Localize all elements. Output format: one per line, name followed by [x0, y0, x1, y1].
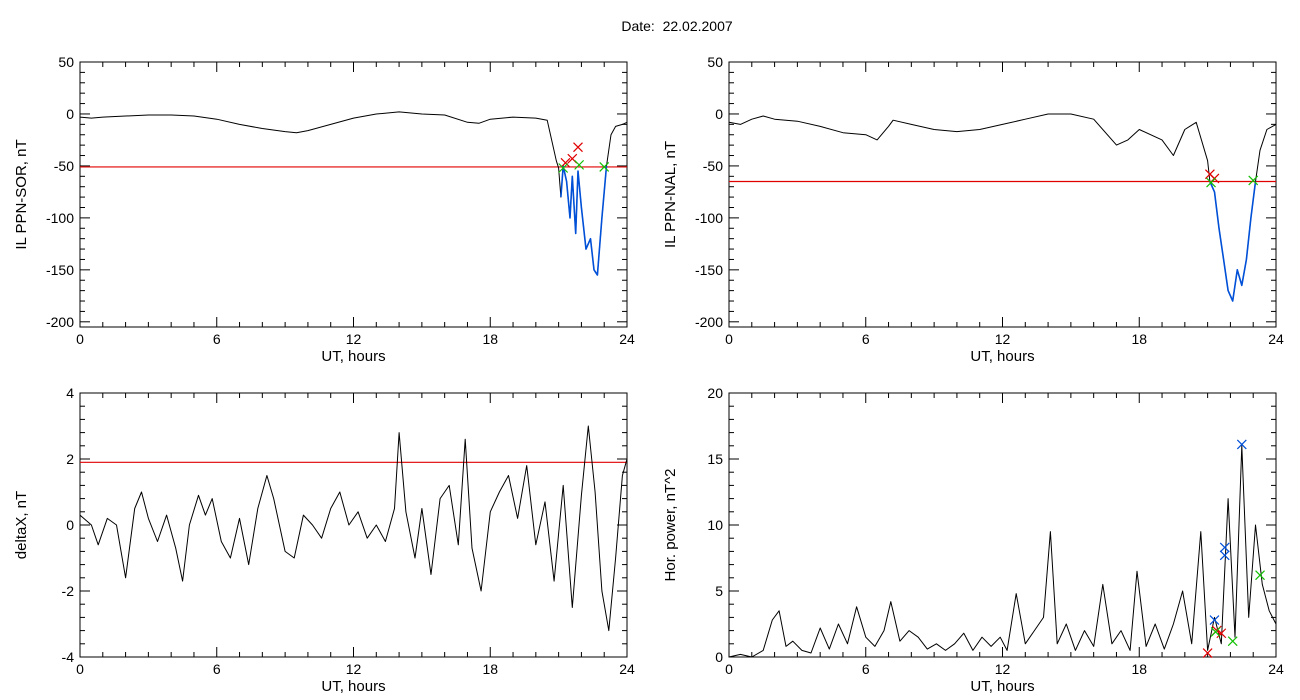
- y-tick-label: -2: [62, 583, 75, 599]
- series-line: [728, 445, 1277, 658]
- marker-green: [1210, 626, 1221, 637]
- marker-stroke: [560, 157, 571, 168]
- highlighted-series-segment: [1209, 181, 1257, 302]
- marker-stroke: [1202, 648, 1213, 658]
- y-tick-label: 2: [66, 451, 74, 467]
- x-axis-label: UT, hours: [970, 678, 1034, 695]
- marker-stroke: [599, 162, 610, 172]
- plot-frame: [728, 61, 1277, 328]
- x-tick-label: 0: [725, 661, 733, 677]
- marker-green: [1248, 175, 1259, 186]
- x-tick-label: 0: [76, 331, 84, 347]
- marker-blue: [1236, 439, 1247, 450]
- marker-stroke: [558, 163, 569, 173]
- marker-green: [558, 163, 569, 173]
- y-tick-label: 50: [707, 54, 723, 70]
- y-tick-label: -200: [695, 314, 723, 330]
- x-tick-label: 6: [862, 331, 870, 347]
- y-tick-label: 0: [715, 649, 723, 665]
- y-tick-label: -150: [695, 262, 723, 278]
- x-tick-label: 12: [346, 331, 362, 347]
- y-tick-label: -200: [46, 314, 74, 330]
- y-tick-label: -4: [62, 649, 75, 665]
- panel-bottom-left: 0 6 12 18 24 4 2 0 -2 -4 UT, hours deltaX, nT: [13, 385, 635, 695]
- marker-stroke: [1236, 439, 1247, 450]
- marker-green: [1206, 177, 1216, 188]
- y-tick-label: 0: [66, 517, 74, 533]
- panel-bottom-right: 0 6 12 18 24 20 15 10 5 0 UT, hours Hor. power, nT^…: [662, 385, 1284, 695]
- marker-red: [1216, 628, 1227, 639]
- marker-stroke: [567, 153, 578, 164]
- y-tick-label: 50: [58, 54, 74, 70]
- x-tick-label: 6: [862, 661, 870, 677]
- series-line: [728, 113, 1277, 302]
- y-tick-label: -150: [46, 262, 74, 278]
- marker-blue: [1209, 615, 1220, 625]
- x-tick-label: 12: [995, 661, 1011, 677]
- page-title: Date: 22.02.2007: [621, 18, 733, 34]
- y-axis-label: IL PPN-NAL, nT: [662, 141, 679, 248]
- y-tick-label: -100: [46, 210, 74, 226]
- marker-stroke: [573, 142, 583, 153]
- x-tick-label: 18: [482, 661, 498, 677]
- y-axis-label: Hor. power, nT^2: [662, 469, 679, 582]
- y-tick-label: 5: [715, 583, 723, 599]
- marker-stroke: [1227, 636, 1238, 647]
- x-tick-label: 24: [1268, 331, 1284, 347]
- x-tick-label: 12: [995, 331, 1011, 347]
- marker-stroke: [1219, 542, 1230, 553]
- marker-red: [560, 157, 571, 168]
- marker-blue: [1219, 550, 1230, 561]
- marker-stroke: [1248, 175, 1259, 186]
- x-tick-label: 12: [346, 661, 362, 677]
- marker-stroke: [1209, 615, 1220, 625]
- x-tick-label: 0: [725, 331, 733, 347]
- marker-green: [599, 162, 610, 172]
- x-tick-label: 18: [1131, 661, 1147, 677]
- x-axis-label: UT, hours: [970, 348, 1034, 365]
- panel-top-right: 0 6 12 18 24 50 0 -50 -100 -150 -200 UT, hours IL PP…: [662, 54, 1284, 365]
- y-tick-label: -50: [703, 158, 723, 174]
- x-tick-label: 24: [619, 331, 635, 347]
- x-tick-label: 24: [1268, 661, 1284, 677]
- y-tick-label: 0: [715, 106, 723, 122]
- marker-red: [573, 142, 583, 153]
- y-tick-label: -50: [54, 158, 74, 174]
- marker-stroke: [1210, 626, 1221, 637]
- y-tick-label: 15: [707, 451, 723, 467]
- highlighted-series-segment: [560, 165, 608, 276]
- marker-stroke: [1219, 550, 1230, 561]
- x-axis-label: UT, hours: [321, 348, 385, 365]
- marker-green: [574, 159, 585, 170]
- y-tick-label: -100: [695, 210, 723, 226]
- y-axis-label: IL PPN-SOR, nT: [13, 139, 30, 249]
- y-axis-label: deltaX, nT: [13, 491, 30, 559]
- marker-green: [1227, 636, 1238, 647]
- series-line: [79, 425, 628, 632]
- series-line: [79, 111, 628, 276]
- x-tick-label: 0: [76, 661, 84, 677]
- marker-stroke: [1206, 177, 1216, 188]
- plot-frame: [79, 392, 628, 658]
- x-tick-label: 6: [213, 331, 221, 347]
- x-tick-label: 18: [482, 331, 498, 347]
- y-tick-label: 10: [707, 517, 723, 533]
- plot-frame: [79, 61, 628, 328]
- x-tick-label: 6: [213, 661, 221, 677]
- marker-stroke: [1255, 570, 1265, 581]
- y-tick-label: 20: [707, 385, 723, 401]
- x-tick-label: 18: [1131, 331, 1147, 347]
- y-tick-label: 4: [66, 385, 74, 401]
- marker-stroke: [1216, 628, 1227, 639]
- x-axis-label: UT, hours: [321, 678, 385, 695]
- marker-green: [1255, 570, 1265, 581]
- marker-blue: [1219, 542, 1230, 553]
- panel-top-left: 0 6 12 18 24 50 0 -50 -100 -150 -200 UT, hours IL PP…: [13, 54, 635, 365]
- marker-red: [1202, 648, 1213, 658]
- marker-stroke: [574, 159, 585, 170]
- y-tick-label: 0: [66, 106, 74, 122]
- x-tick-label: 24: [619, 661, 635, 677]
